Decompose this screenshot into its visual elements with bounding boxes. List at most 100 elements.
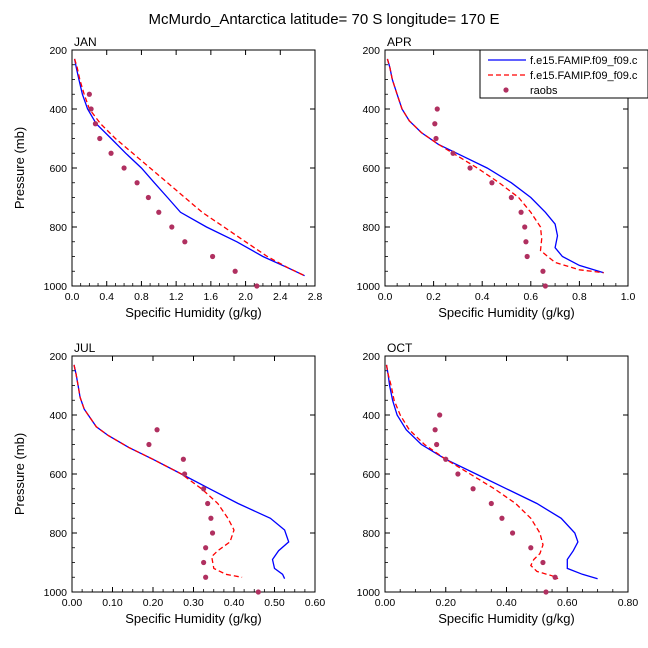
y-tick-label: 200	[362, 351, 380, 363]
raobs-point	[522, 224, 528, 230]
raobs-point	[203, 574, 209, 580]
plot-frame	[71, 355, 316, 593]
raobs-point	[208, 515, 214, 521]
panel-title: JUL	[74, 341, 96, 355]
x-tick-label: 0.80	[618, 597, 639, 609]
panel-jan: JAN 0.0 0.4 0.8 1.2 1.6 2.0 2.4 2.8 200 400 600 800 1…	[12, 35, 322, 320]
model1-line	[385, 364, 598, 580]
model2-line	[386, 58, 604, 274]
y-axis-label: Pressure (mb)	[12, 127, 27, 209]
raobs-point	[434, 441, 440, 448]
x-tick-label: 0.0	[378, 291, 393, 303]
model1-line	[73, 58, 305, 277]
raobs-point	[205, 500, 211, 507]
x-tick-label: 2.8	[308, 291, 323, 303]
raobs-point	[108, 150, 114, 156]
raobs-point	[508, 194, 514, 201]
raobs-point	[542, 283, 548, 289]
raobs-point	[489, 180, 495, 186]
y-tick-label: 600	[49, 469, 67, 481]
x-tick-label: 1.2	[169, 291, 184, 303]
raobs-point	[552, 574, 558, 580]
raobs-point	[518, 209, 524, 215]
raobs-point	[154, 427, 160, 433]
raobs-point	[432, 121, 438, 127]
x-tick-label: 0.6	[523, 291, 538, 303]
y-tick-label: 600	[49, 163, 67, 175]
raobs-point	[203, 545, 209, 551]
panel-title: APR	[387, 35, 412, 49]
y-tick-label: 400	[362, 104, 380, 116]
y-tick-label: 1000	[44, 281, 68, 293]
x-tick-label: 2.0	[238, 291, 253, 303]
y-tick-label: 400	[362, 410, 380, 422]
panel-jul: JUL 0.00 0.10 0.20 0.30 0.40 0.50 0.60 200 400 600…	[12, 341, 325, 626]
x-tick-label: 2.4	[273, 291, 288, 303]
raobs-point	[433, 135, 439, 142]
panel-oct: OCT 0.00 0.20 0.40 0.60 0.80 200 400 600 800 1000 S…	[357, 341, 639, 626]
raobs-point	[254, 283, 260, 289]
y-tick-label: 200	[49, 351, 67, 363]
raobs-point	[180, 456, 186, 462]
x-tick-label: 0.30	[183, 597, 204, 609]
raobs-point	[169, 224, 175, 230]
raobs-point	[182, 239, 188, 245]
y-tick-label: 800	[49, 222, 67, 234]
raobs-point	[467, 165, 473, 171]
x-axis-label: Specific Humidity (g/kg)	[125, 611, 262, 626]
panel-title: JAN	[74, 35, 97, 49]
y-tick-label: 400	[49, 410, 67, 422]
y-axis-label: Pressure (mb)	[12, 433, 27, 515]
raobs-point	[540, 268, 546, 274]
x-tick-label: 1.6	[204, 291, 219, 303]
model1-line	[73, 364, 290, 579]
y-tick-label: 200	[49, 45, 67, 57]
x-tick-label: 0.40	[224, 597, 245, 609]
raobs-point	[232, 268, 238, 274]
y-tick-label: 1000	[357, 587, 381, 599]
raobs-point	[156, 209, 162, 215]
legend-label: f.e15.FAMIP.f09_f09.c	[530, 70, 638, 82]
x-tick-label: 0.60	[557, 597, 578, 609]
raobs-point	[97, 135, 103, 142]
panels: JAN 0.0 0.4 0.8 1.2 1.6 2.0 2.4 2.8 200 400 600 800 1…	[12, 35, 638, 626]
figure-title: McMurdo_Antarctica latitude= 70 S longit…	[148, 11, 499, 28]
x-tick-label: 0.2	[426, 291, 441, 303]
legend-label: raobs	[530, 85, 558, 97]
raobs-point	[524, 253, 530, 260]
x-tick-label: 0.4	[99, 291, 114, 303]
panel-title: OCT	[387, 341, 413, 355]
x-tick-label: 0.50	[264, 597, 285, 609]
raobs-point	[488, 500, 494, 507]
raobs-point	[209, 253, 216, 260]
y-tick-label: 800	[49, 528, 67, 540]
raobs-point	[450, 150, 456, 156]
raobs-point	[509, 530, 516, 536]
x-tick-label: 0.00	[62, 597, 83, 609]
raobs-point	[437, 412, 443, 418]
plot-frame	[71, 49, 316, 287]
x-tick-label: 0.8	[134, 291, 149, 303]
raobs-point	[181, 471, 188, 477]
raobs-point	[209, 530, 216, 536]
x-tick-label: 0.20	[436, 597, 457, 609]
x-tick-label: 0.10	[102, 597, 123, 609]
raobs-point	[92, 121, 99, 127]
raobs-point	[528, 545, 534, 551]
raobs-point	[432, 427, 438, 433]
plot-frame	[384, 355, 629, 593]
x-axis-label: Specific Humidity (g/kg)	[125, 305, 262, 320]
y-tick-label: 800	[362, 528, 380, 540]
raobs-point	[88, 106, 94, 112]
y-tick-label: 600	[362, 163, 380, 175]
raobs-point	[201, 559, 207, 566]
y-tick-label: 200	[362, 45, 380, 57]
raobs-point	[470, 486, 476, 492]
model2-line	[73, 364, 243, 578]
model2-line	[73, 58, 305, 277]
raobs-point	[455, 471, 461, 477]
y-tick-label: 600	[362, 469, 380, 481]
y-tick-label: 400	[49, 104, 67, 116]
y-tick-label: 1000	[44, 587, 68, 599]
raobs-point	[86, 91, 92, 97]
